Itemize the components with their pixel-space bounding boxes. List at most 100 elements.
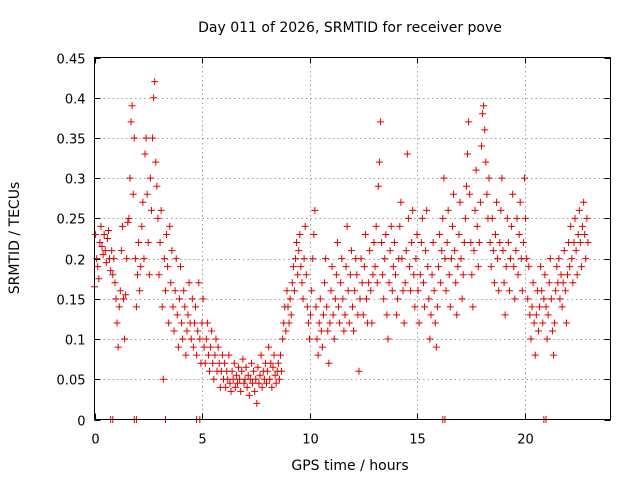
data-point [306, 335, 313, 343]
data-point [204, 351, 212, 359]
data-point [212, 335, 220, 343]
data-point [308, 287, 316, 295]
data-point [116, 287, 124, 295]
data-point [149, 134, 157, 142]
data-point [314, 351, 322, 359]
data-point [244, 371, 252, 379]
data-point [156, 239, 164, 247]
y-tick-labels: 0 0.05 0.1 0.15 0.2 0.25 0.3 0.35 0.4 0.45 [57, 53, 86, 430]
data-point [479, 110, 487, 118]
data-point [423, 206, 431, 214]
data-point [542, 303, 550, 311]
data-point [166, 222, 174, 230]
data-point [154, 214, 162, 222]
y-tick-label: 0.25 [57, 213, 86, 228]
data-point [293, 239, 301, 247]
data-point [425, 295, 433, 303]
data-point [339, 295, 347, 303]
data-point [341, 311, 349, 319]
data-point [255, 379, 263, 387]
data-point [544, 311, 552, 319]
data-point [327, 287, 335, 295]
data-point [547, 295, 555, 303]
data-point [182, 351, 190, 359]
data-point [471, 206, 479, 214]
data-point [478, 142, 485, 150]
data-point [503, 214, 511, 222]
data-point [258, 383, 266, 391]
data-point [322, 255, 330, 263]
data-point [115, 303, 123, 311]
data-point [206, 367, 214, 375]
data-point [171, 287, 179, 295]
data-point [505, 287, 513, 295]
data-point [442, 287, 450, 295]
data-point [242, 363, 250, 371]
data-point [145, 271, 153, 279]
data-point [315, 319, 323, 327]
data-point [155, 271, 163, 279]
data-point [169, 303, 177, 311]
y-tick-label: 0.1 [65, 334, 86, 349]
data-point [131, 255, 139, 263]
data-point [331, 295, 339, 303]
data-point [388, 287, 396, 295]
data-point [532, 311, 540, 319]
data-point [92, 230, 100, 238]
data-point [225, 351, 233, 359]
data-point [318, 343, 326, 351]
data-point [144, 239, 152, 247]
data-point [561, 287, 569, 295]
data-point [249, 379, 257, 387]
data-point [345, 319, 353, 327]
data-point [188, 295, 196, 303]
data-point [381, 255, 389, 263]
data-point [274, 359, 282, 367]
chart-title: Day 011 of 2026, SRMTID for receiver pov… [198, 20, 502, 36]
data-point [464, 150, 472, 158]
data-point [469, 303, 477, 311]
data-point [319, 311, 327, 319]
data-point [404, 214, 412, 222]
data-point [548, 327, 556, 335]
data-point [256, 371, 264, 379]
data-point [170, 327, 178, 335]
data-point [359, 311, 367, 319]
data-point [527, 335, 535, 343]
data-point [268, 383, 276, 391]
data-point [390, 239, 398, 247]
data-point [483, 190, 491, 198]
data-point [266, 375, 274, 383]
data-point [426, 335, 434, 343]
data-point [572, 247, 580, 255]
data-point [398, 255, 406, 263]
data-point [302, 271, 310, 279]
data-point [226, 379, 234, 387]
data-point [342, 263, 350, 271]
data-point [530, 319, 538, 327]
data-point [221, 359, 229, 367]
data-point [370, 239, 378, 247]
data-point [109, 271, 117, 279]
data-point [368, 319, 376, 327]
data-point [185, 279, 193, 287]
data-point [252, 375, 260, 383]
data-point [458, 295, 466, 303]
data-point [336, 319, 344, 327]
data-point [407, 287, 415, 295]
data-point [460, 239, 468, 247]
data-point [421, 303, 429, 311]
data-point [126, 174, 134, 182]
data-point [136, 287, 144, 295]
data-point [310, 230, 318, 238]
y-tick-label: 0.45 [57, 53, 86, 68]
data-point [525, 263, 533, 271]
data-point [446, 303, 454, 311]
data-point [445, 271, 453, 279]
data-point [443, 239, 451, 247]
data-point [180, 287, 188, 295]
data-point [447, 255, 455, 263]
data-point [209, 359, 217, 367]
data-point [304, 319, 312, 327]
data-point [409, 206, 417, 214]
